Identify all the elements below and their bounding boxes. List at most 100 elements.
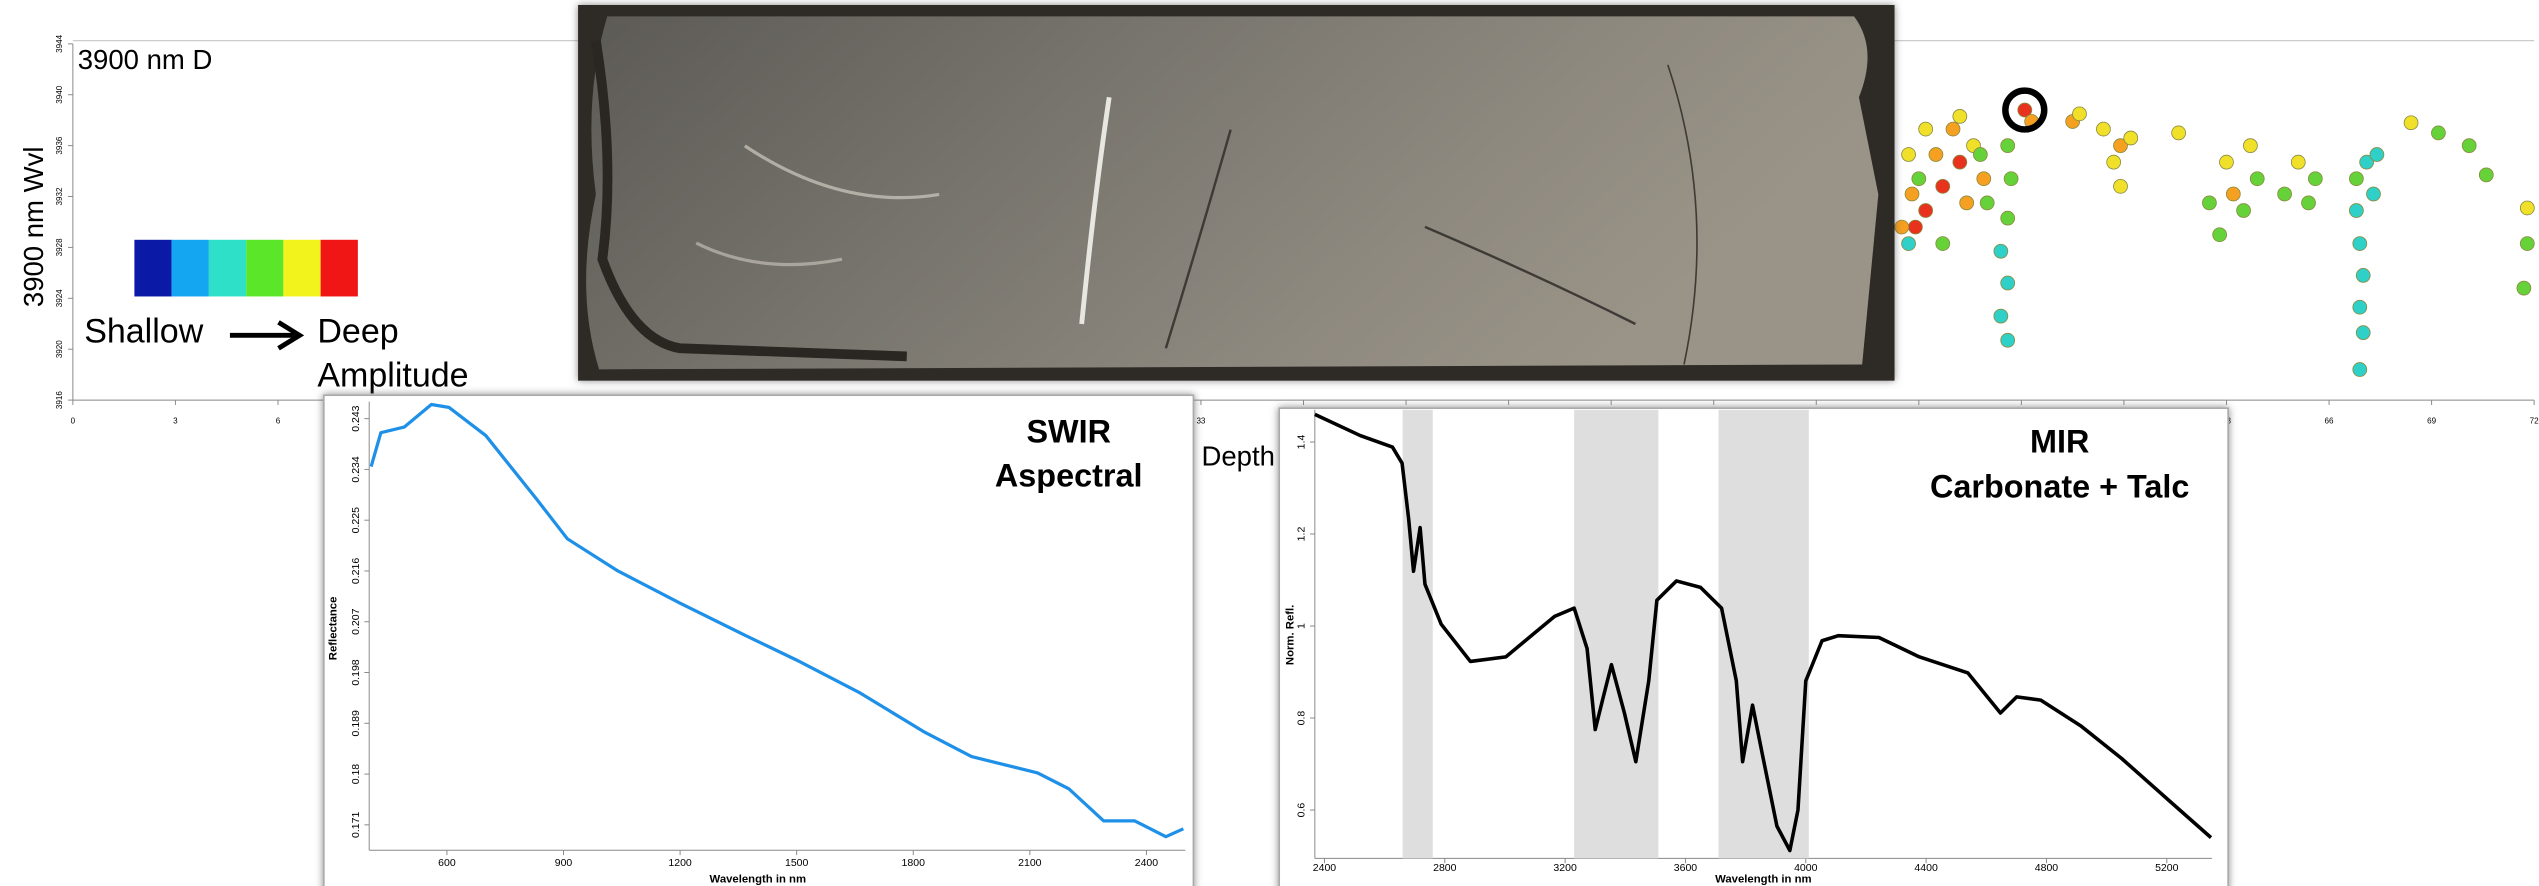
- point: [1959, 195, 1975, 211]
- chart-title: SWIR: [1026, 414, 1111, 450]
- point: [1928, 147, 1944, 162]
- x-tick-label: 0: [71, 416, 76, 425]
- band: [1718, 409, 1809, 859]
- point: [2307, 171, 2323, 187]
- point: [1952, 109, 1968, 124]
- x-tick-label: 3200: [1553, 862, 1577, 874]
- point: [1904, 186, 1920, 202]
- y-tick-label: 0.6: [1296, 803, 1308, 818]
- point: [2352, 236, 2368, 251]
- mir-chart: MIR Carbonate + Talc Wavelength in nm No…: [1278, 407, 2229, 886]
- point: [2113, 178, 2128, 194]
- y-tick-label: 1: [1296, 623, 1308, 629]
- swir-chart: SWIR Aspectral Wavelength in nm Reflecta…: [323, 394, 1195, 886]
- x-tick-label: 72: [2530, 416, 2539, 425]
- x-tick-label: 4000: [1794, 862, 1818, 874]
- legend-swatch: [246, 239, 284, 297]
- legend-end: Deep: [317, 313, 398, 351]
- point: [2000, 210, 2016, 226]
- y-tick-label: 0.243: [350, 405, 362, 431]
- legend-swatch: [320, 239, 358, 297]
- x-axis-label: Wavelength in nm: [710, 873, 807, 885]
- x-tick-label: 4400: [1914, 862, 1938, 874]
- point: [1976, 171, 1992, 187]
- y-tick-label: 0.207: [350, 608, 362, 634]
- y-axis-label: Norm. Refl.: [1285, 605, 1297, 665]
- y-tick-label: 0.225: [350, 507, 362, 533]
- point: [1918, 121, 1934, 137]
- x-tick-label: 900: [555, 857, 573, 869]
- point: [1993, 243, 2009, 259]
- chart-subtitle: Aspectral: [995, 457, 1143, 493]
- point: [2355, 268, 2371, 283]
- x-tick-label: 2400: [1135, 857, 1159, 869]
- y-tick-label: 1.4: [1296, 435, 1308, 450]
- point: [2000, 275, 2016, 291]
- point: [2369, 147, 2385, 162]
- point: [2290, 154, 2306, 170]
- point: [2106, 154, 2122, 170]
- point: [2072, 106, 2087, 122]
- point: [1901, 236, 1916, 251]
- scatter-chart: 3900 nm D 3900 nm Wvl Depth Shallow Deep…: [18, 34, 2539, 471]
- point: [2359, 154, 2375, 170]
- x-tick-label: 69: [2427, 416, 2436, 425]
- y-tick-label: 0.171: [350, 812, 362, 838]
- point: [2352, 299, 2368, 315]
- point: [2516, 280, 2532, 296]
- point: [2003, 171, 2019, 187]
- point: [2000, 332, 2016, 348]
- y-tick-label: 3928: [55, 238, 64, 256]
- y-tick-label: 1.2: [1296, 527, 1308, 542]
- y-tick-label: 3936: [55, 136, 64, 154]
- point: [2249, 171, 2265, 187]
- x-tick-label: 600: [438, 857, 456, 869]
- y-tick-label: 3940: [55, 85, 64, 103]
- y-tick-label: 0.8: [1296, 711, 1308, 726]
- legend-label: Amplitude: [317, 356, 468, 394]
- point: [2519, 236, 2535, 251]
- point: [1993, 308, 2009, 324]
- point: [2461, 138, 2477, 154]
- point: [2017, 102, 2033, 118]
- point: [2352, 362, 2368, 377]
- x-tick-label: 4800: [2035, 862, 2059, 874]
- line: [1314, 412, 2213, 853]
- point: [1935, 178, 1951, 194]
- legend-start: Shallow: [84, 313, 204, 351]
- point: [2478, 167, 2494, 183]
- point: [2403, 115, 2419, 131]
- point: [2243, 138, 2258, 154]
- point: [1972, 147, 1988, 162]
- x-tick-label: 1200: [668, 857, 692, 869]
- x-tick-label: 3600: [1674, 862, 1698, 874]
- y-tick-label: 3932: [55, 187, 64, 205]
- point: [1918, 203, 1934, 218]
- point: [1979, 195, 1995, 211]
- point: [2431, 125, 2446, 141]
- x-tick-label: 2100: [1018, 857, 1042, 869]
- x-tick-label: 1800: [902, 857, 926, 869]
- y-tick-label: 0.198: [350, 659, 362, 685]
- point: [2301, 195, 2316, 211]
- point: [2113, 138, 2128, 154]
- point: [1945, 121, 1961, 137]
- x-tick-label: 2800: [1433, 862, 1457, 874]
- point: [2355, 325, 2371, 341]
- point: [2219, 154, 2234, 170]
- x-tick-label: 5200: [2155, 862, 2179, 874]
- y-tick-label: 0.216: [350, 558, 362, 584]
- y-tick-label: 0.189: [350, 710, 362, 736]
- point: [1935, 236, 1951, 251]
- x-tick-label: 66: [2325, 416, 2334, 425]
- y-tick-label: 0.18: [350, 764, 362, 785]
- point: [2202, 195, 2217, 211]
- point: [2171, 125, 2186, 141]
- point: [2366, 186, 2381, 202]
- y-tick-label: 3916: [55, 391, 64, 409]
- y-tick-label: 3944: [55, 34, 64, 52]
- arrow: [229, 320, 305, 351]
- legend-swatch: [283, 239, 321, 297]
- chart-subtitle: Carbonate + Talc: [1930, 469, 2189, 505]
